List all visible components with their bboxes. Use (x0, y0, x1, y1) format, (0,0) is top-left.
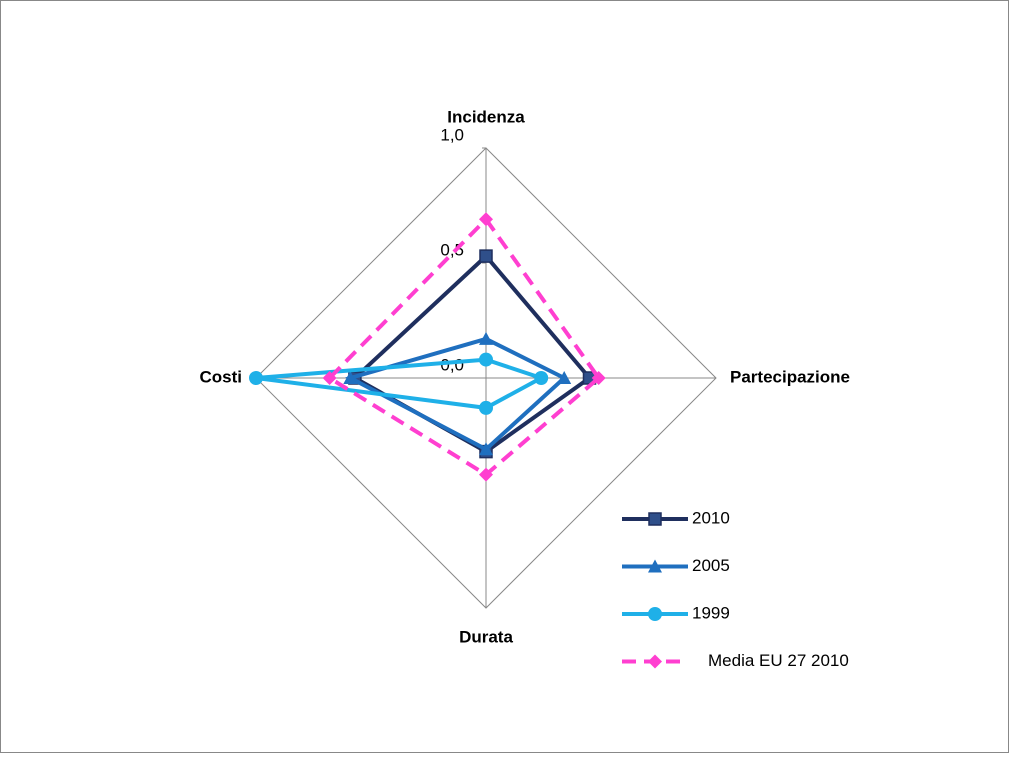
marker (648, 654, 662, 669)
marker (249, 371, 263, 385)
category-label: Costi (200, 367, 243, 386)
category-label: Incidenza (447, 107, 525, 126)
marker (648, 512, 662, 526)
category-label: Partecipazione (730, 367, 850, 386)
tick-label: 1,0 (440, 125, 464, 144)
marker (479, 352, 493, 367)
marker (534, 371, 549, 385)
marker (557, 371, 572, 384)
marker (479, 400, 493, 415)
marker (479, 331, 493, 345)
legend-label: 2005 (692, 556, 730, 575)
marker (343, 371, 358, 384)
marker (479, 467, 493, 482)
category-label: Durata (459, 627, 513, 646)
tick-label: 0,0 (440, 355, 464, 374)
marker (479, 249, 493, 263)
marker (648, 559, 662, 573)
marker (648, 607, 662, 621)
marker (479, 442, 493, 456)
legend-label: 2010 (692, 508, 730, 527)
legend-label: 1999 (692, 603, 730, 622)
legend-label: Media EU 27 2010 (708, 651, 849, 670)
marker (322, 371, 337, 385)
marker (591, 371, 606, 385)
marker (479, 212, 493, 227)
